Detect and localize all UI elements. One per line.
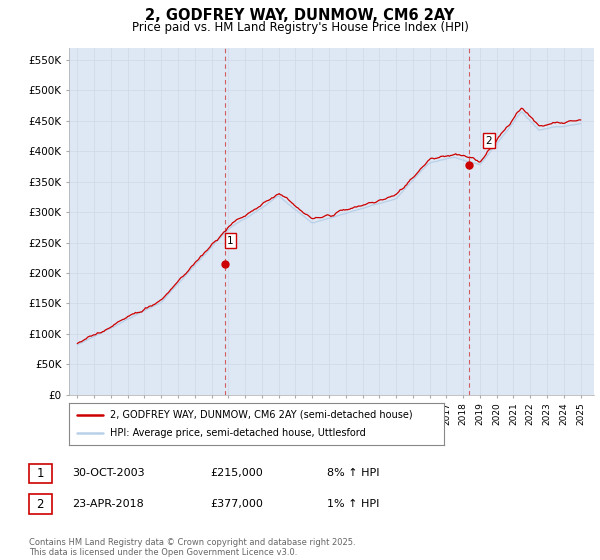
Text: HPI: Average price, semi-detached house, Uttlesford: HPI: Average price, semi-detached house,…	[110, 428, 366, 438]
Text: Contains HM Land Registry data © Crown copyright and database right 2025.
This d: Contains HM Land Registry data © Crown c…	[29, 538, 355, 557]
Text: 2, GODFREY WAY, DUNMOW, CM6 2AY (semi-detached house): 2, GODFREY WAY, DUNMOW, CM6 2AY (semi-de…	[110, 410, 413, 420]
Text: Price paid vs. HM Land Registry's House Price Index (HPI): Price paid vs. HM Land Registry's House …	[131, 21, 469, 34]
Text: 23-APR-2018: 23-APR-2018	[72, 499, 144, 509]
Text: 1: 1	[37, 466, 44, 480]
Text: 1: 1	[227, 236, 234, 246]
Text: £377,000: £377,000	[210, 499, 263, 509]
Text: £215,000: £215,000	[210, 468, 263, 478]
Text: 30-OCT-2003: 30-OCT-2003	[72, 468, 145, 478]
Text: 2: 2	[485, 136, 492, 146]
Text: 2: 2	[37, 497, 44, 511]
Text: 2, GODFREY WAY, DUNMOW, CM6 2AY: 2, GODFREY WAY, DUNMOW, CM6 2AY	[145, 8, 455, 24]
Text: 1% ↑ HPI: 1% ↑ HPI	[327, 499, 379, 509]
Text: 8% ↑ HPI: 8% ↑ HPI	[327, 468, 380, 478]
